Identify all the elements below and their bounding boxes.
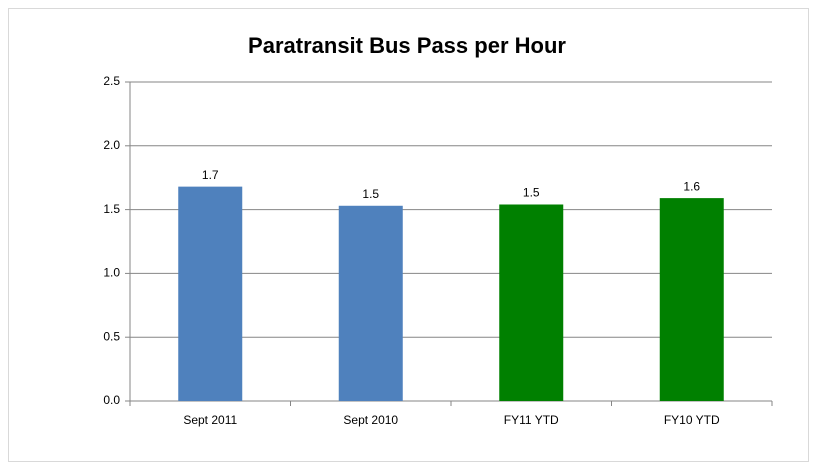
x-tick-label: FY11 YTD	[504, 413, 559, 427]
bar	[338, 205, 403, 401]
data-label: 1.5	[523, 186, 540, 200]
data-label: 1.6	[683, 179, 700, 193]
data-label: 1.7	[202, 168, 219, 182]
bar	[178, 186, 243, 401]
bar	[659, 198, 724, 401]
y-tick-label: 0.5	[103, 329, 120, 343]
data-label: 1.5	[362, 187, 379, 201]
y-tick-label: 1.0	[103, 266, 120, 280]
chart-title: Paratransit Bus Pass per Hour	[248, 33, 566, 58]
x-tick-label: Sept 2011	[183, 413, 237, 427]
x-tick-label: FY10 YTD	[664, 413, 720, 427]
y-tick-label: 0.0	[103, 393, 120, 407]
y-tick-label: 1.5	[103, 202, 120, 216]
bar	[499, 204, 564, 401]
y-tick-label: 2.5	[103, 74, 120, 88]
x-tick-label: Sept 2010	[343, 413, 398, 427]
y-tick-label: 2.0	[103, 138, 120, 152]
